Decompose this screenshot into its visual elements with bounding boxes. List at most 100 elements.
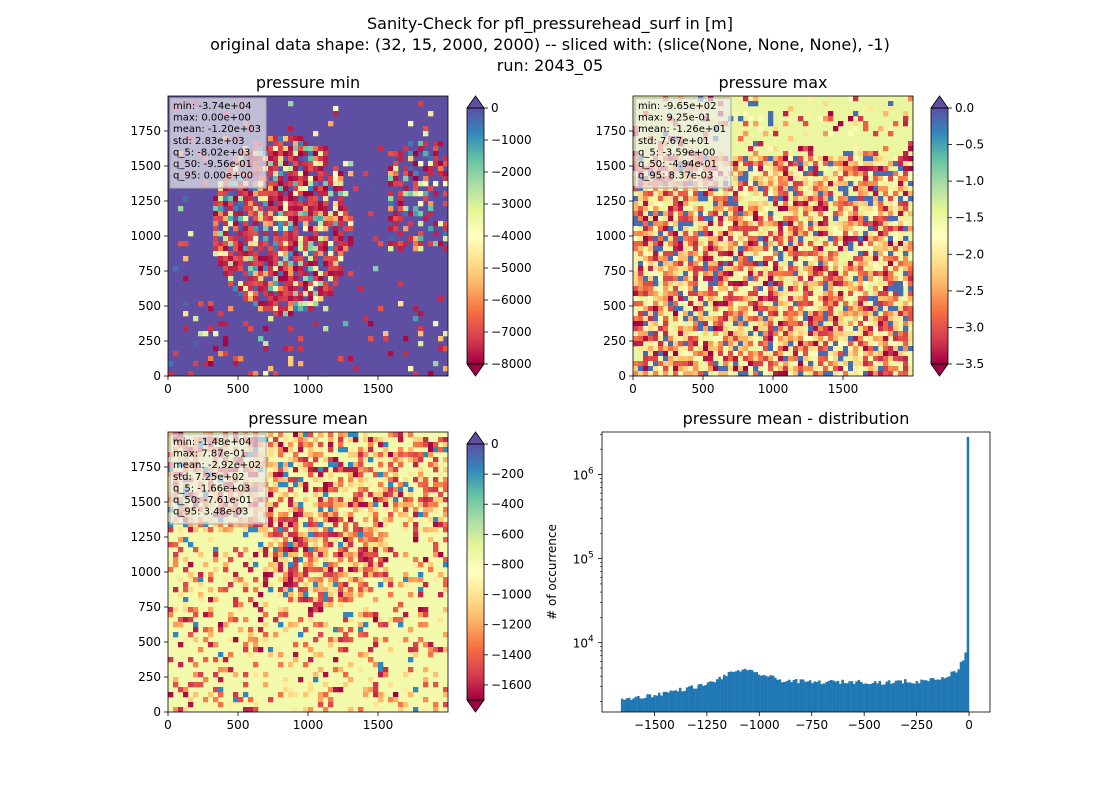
- heatmap-cell: [798, 181, 804, 187]
- heatmap-cell: [718, 191, 724, 197]
- heatmap-cell: [688, 236, 694, 242]
- heatmap-cell: [213, 697, 219, 703]
- heatmap-cell: [183, 687, 189, 693]
- heatmap-cell: [823, 331, 829, 337]
- heatmap-cell: [703, 336, 709, 342]
- heatmap-cell: [703, 246, 709, 252]
- heatmap-cell: [258, 306, 264, 312]
- heatmap-cell: [293, 502, 299, 508]
- heatmap-cell: [288, 592, 294, 598]
- heatmap-cell: [278, 692, 284, 698]
- heatmap-cell: [903, 306, 909, 312]
- heatmap-cell: [263, 266, 269, 272]
- heatmap-cell: [708, 236, 714, 242]
- heatmap-cell: [373, 512, 379, 518]
- heatmap-cell: [378, 522, 384, 528]
- heatmap-cell: [693, 251, 699, 257]
- heatmap-cell: [818, 156, 824, 162]
- heatmap-cell: [323, 547, 329, 553]
- heatmap-cell: [283, 537, 289, 543]
- heatmap-cell: [868, 241, 874, 247]
- heatmap-cell: [338, 467, 344, 473]
- heatmap-cell: [883, 146, 889, 152]
- heatmap-cell: [688, 276, 694, 282]
- heatmap-cell: [313, 477, 319, 483]
- heatmap-cell: [848, 266, 854, 272]
- heatmap-cell: [688, 356, 694, 362]
- heatmap-cell: [823, 306, 829, 312]
- heatmap-cell: [863, 261, 869, 267]
- heatmap-cell: [718, 346, 724, 352]
- heatmap-cell: [893, 156, 899, 162]
- heatmap-cell: [428, 111, 434, 117]
- heatmap-cell: [898, 166, 904, 172]
- heatmap-cell: [748, 221, 754, 227]
- heatmap-cell: [743, 311, 749, 317]
- heatmap-cell: [668, 251, 674, 257]
- heatmap-cell: [883, 361, 889, 367]
- heatmap-cell: [853, 121, 859, 127]
- heatmap-cell: [273, 281, 279, 287]
- heatmap-cell: [798, 221, 804, 227]
- heatmap-cell: [288, 442, 294, 448]
- heatmap-cell: [168, 371, 174, 377]
- heatmap-cell: [643, 196, 649, 202]
- heatmap-cell: [808, 146, 814, 152]
- heatmap-cell: [198, 577, 204, 583]
- heatmap-cell: [283, 286, 289, 292]
- heatmap-cell: [678, 206, 684, 212]
- heatmap-cell: [328, 487, 334, 493]
- heatmap-cell: [268, 462, 274, 468]
- heatmap-cell: [208, 587, 214, 593]
- heatmap-cell: [293, 542, 299, 548]
- heatmap-cell: [288, 271, 294, 277]
- heatmap-cell: [853, 356, 859, 362]
- heatmap-cell: [738, 221, 744, 227]
- heatmap-cell: [878, 166, 884, 172]
- heatmap-cell: [683, 346, 689, 352]
- heatmap-cell: [818, 286, 824, 292]
- heatmap-cell: [323, 622, 329, 628]
- heatmap-cell: [883, 246, 889, 252]
- heatmap-cell: [298, 432, 304, 438]
- heatmap-cell: [398, 241, 404, 247]
- heatmap-cell: [418, 201, 424, 207]
- heatmap-cell: [773, 186, 779, 192]
- heatmap-cell: [748, 296, 754, 302]
- heatmap-cell: [738, 206, 744, 212]
- heatmap-cell: [278, 276, 284, 282]
- heatmap-cell: [253, 642, 259, 648]
- heatmap-cell: [863, 341, 869, 347]
- heatmap-cell: [663, 346, 669, 352]
- heatmap-cell: [343, 672, 349, 678]
- heatmap-cell: [318, 697, 324, 703]
- heatmap-cell: [778, 161, 784, 167]
- heatmap-cell: [273, 371, 279, 377]
- heatmap-cell: [693, 261, 699, 267]
- heatmap-cell: [303, 306, 309, 312]
- heatmap-cell: [643, 226, 649, 232]
- heatmap-cell: [633, 206, 639, 212]
- heatmap-cell: [383, 517, 389, 523]
- heatmap-cell: [318, 291, 324, 297]
- heatmap-cell: [673, 366, 679, 372]
- heatmap-cell: [843, 171, 849, 177]
- heatmap-cell: [318, 587, 324, 593]
- heatmap-cell: [368, 562, 374, 568]
- heatmap-cell: [653, 266, 659, 272]
- histogram-bar: [729, 671, 733, 712]
- heatmap-cell: [733, 326, 739, 332]
- heatmap-cell: [193, 361, 199, 367]
- heatmap-cell: [278, 567, 284, 573]
- heatmap-cell: [233, 617, 239, 623]
- heatmap-cell: [293, 286, 299, 292]
- heatmap-cell: [363, 432, 369, 438]
- heatmap-cell: [188, 371, 194, 377]
- heatmap-cell: [698, 296, 704, 302]
- heatmap-cell: [863, 156, 869, 162]
- heatmap-cell: [688, 191, 694, 197]
- heatmap-cell: [168, 567, 174, 573]
- histogram-bar: [859, 682, 863, 712]
- heatmap-cell: [813, 271, 819, 277]
- heatmap-cell: [753, 196, 759, 202]
